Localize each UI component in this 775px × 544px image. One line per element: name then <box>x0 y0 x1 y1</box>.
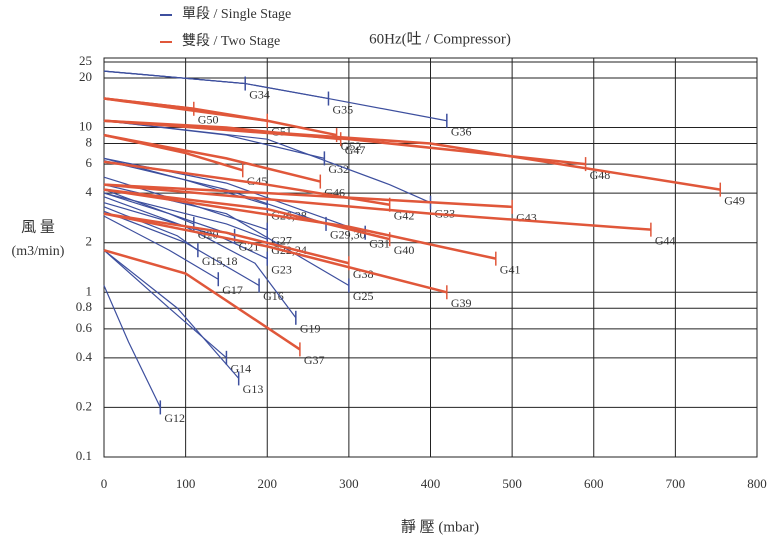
legend-label: 雙段 / Two Stage <box>182 33 280 49</box>
x-tick-label: 300 <box>339 476 359 491</box>
curve-label: G32 <box>328 162 349 176</box>
x-tick-label: 700 <box>666 476 686 491</box>
curve-label: G43 <box>516 211 537 225</box>
curve <box>103 188 497 260</box>
curve-label: G36 <box>451 124 472 138</box>
x-tick-label: 200 <box>258 476 278 491</box>
x-axis-label: 靜 壓 (mbar) <box>401 518 479 535</box>
curve <box>103 212 448 294</box>
curve-label: G31 <box>369 236 390 250</box>
y-tick-label: 20 <box>79 69 92 84</box>
chart-title: 60Hz(吐 / Compressor) <box>369 30 511 47</box>
x-tick-label: 800 <box>747 476 767 491</box>
curve-label: G25 <box>353 289 374 303</box>
y-tick-label: 0.1 <box>76 448 92 463</box>
curve <box>103 183 651 231</box>
curve <box>103 215 219 280</box>
y-tick-label: 0.8 <box>76 299 92 314</box>
x-tick-label: 0 <box>101 476 108 491</box>
curve-label: G52 <box>341 139 362 153</box>
curve <box>103 192 268 240</box>
curve-label: G13 <box>243 382 264 396</box>
y-tick-label: 25 <box>79 53 92 68</box>
curve-label: G19 <box>300 322 321 336</box>
x-tick-label: 600 <box>584 476 604 491</box>
x-tick-label: 400 <box>421 476 441 491</box>
y-tick-label: 0.2 <box>76 398 92 413</box>
curve <box>103 70 329 100</box>
x-tick-label: 500 <box>502 476 522 491</box>
curve <box>103 249 240 379</box>
legend-label: 單段 / Single Stage <box>182 6 291 22</box>
curve-label: G47 <box>345 143 366 157</box>
curve <box>103 160 327 225</box>
y-axis-unit: (m3/min) <box>12 244 65 259</box>
y-tick-label: 10 <box>79 119 92 134</box>
curve <box>103 212 350 265</box>
curve <box>103 183 513 209</box>
curve-label: G44 <box>655 233 676 247</box>
curve <box>103 70 447 122</box>
curve <box>103 196 297 319</box>
curve-label: G35 <box>332 102 353 116</box>
y-tick-label: 8 <box>86 134 93 149</box>
y-tick-label: 0.6 <box>76 320 93 335</box>
curve <box>103 249 227 359</box>
curve-label: G37 <box>304 353 325 367</box>
curve <box>103 249 301 351</box>
curve <box>103 285 161 408</box>
curve-label: G34 <box>249 87 270 101</box>
curve-label: G50 <box>198 113 219 127</box>
curve-label: G14 <box>230 362 251 376</box>
x-tick-label: 100 <box>176 476 196 491</box>
y-tick-label: 1 <box>86 283 93 298</box>
curve <box>103 189 195 225</box>
curve <box>103 210 260 286</box>
curve-label: G33 <box>435 206 456 220</box>
y-tick-label: 0.4 <box>76 349 93 364</box>
y-axis-label: 風 量 <box>21 219 55 235</box>
curve-label: G17 <box>222 283 243 297</box>
curve <box>103 120 431 204</box>
curve-label: G12 <box>164 411 185 425</box>
y-tick-label: 4 <box>86 184 93 199</box>
curve-label: G39 <box>451 296 472 310</box>
curve-label: G15,18 <box>202 254 238 268</box>
curve <box>103 188 390 241</box>
curve-label: G16 <box>263 289 284 303</box>
curve-label: G41 <box>500 262 521 276</box>
curve <box>103 97 337 137</box>
curve <box>103 133 321 183</box>
curve <box>103 119 721 191</box>
curve-label: G49 <box>724 193 745 207</box>
y-tick-label: 2 <box>86 234 93 249</box>
y-tick-label: 6 <box>86 155 93 170</box>
curve-label: G23 <box>271 262 292 276</box>
curve-label: G40 <box>394 243 415 257</box>
